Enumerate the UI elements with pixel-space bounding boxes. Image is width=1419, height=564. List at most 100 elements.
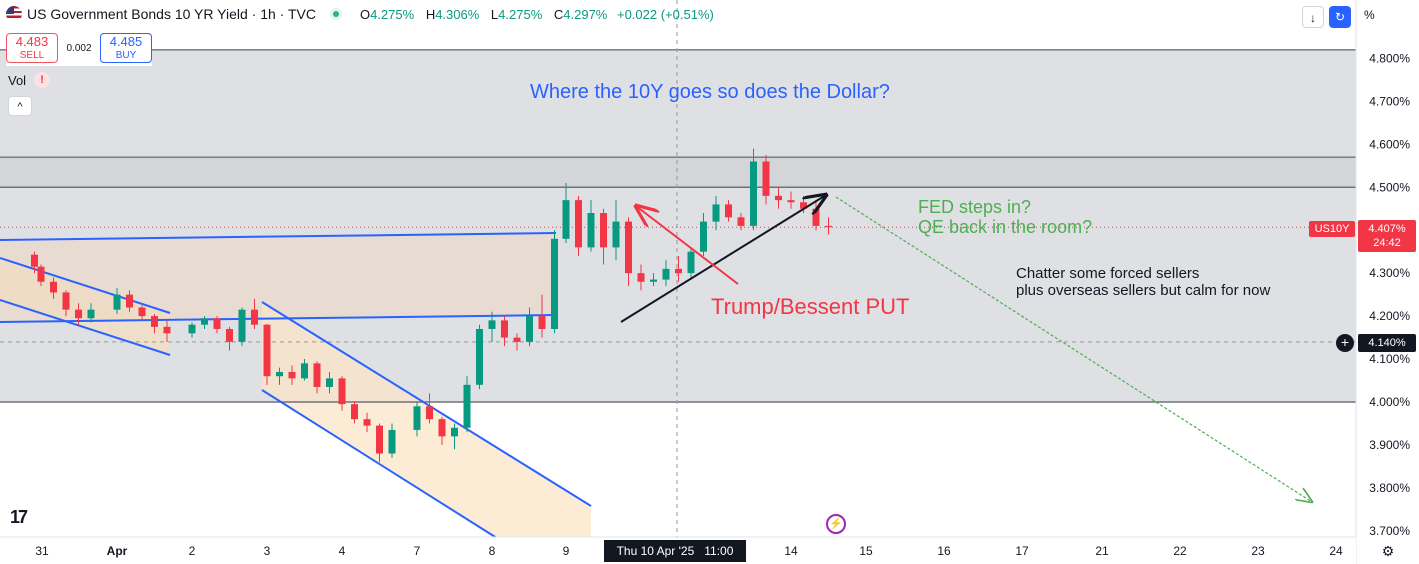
range-upper-line xyxy=(0,232,557,241)
annotation-qe: QE back in the room? xyxy=(918,217,1092,237)
low-value: 4.275% xyxy=(498,6,543,22)
high-label: H xyxy=(425,6,436,22)
candle-body xyxy=(213,318,221,329)
y-tick-label: 4.700% xyxy=(1369,94,1410,108)
candle-body xyxy=(812,208,820,226)
x-tick-label: 22 xyxy=(1173,544,1187,558)
candle-body xyxy=(501,320,508,338)
open-label: O xyxy=(359,6,371,22)
candle-body xyxy=(488,320,496,329)
crosshair-time-label: Thu 10 Apr '25 11:00 xyxy=(604,540,746,562)
candle-body xyxy=(301,363,308,379)
sync-button[interactable]: ↻ xyxy=(1329,6,1351,28)
candle-body xyxy=(363,419,371,426)
range-lower-line xyxy=(0,314,557,323)
percent-scale-toggle[interactable]: % xyxy=(1364,8,1375,22)
candle-body xyxy=(825,225,832,228)
candle-body xyxy=(575,200,582,248)
range-channel-fill xyxy=(0,233,556,322)
add-alert-icon[interactable]: + xyxy=(1336,334,1354,352)
sell-price: 4.483 xyxy=(15,33,49,49)
candle-body xyxy=(263,324,271,377)
open-value: 4.275% xyxy=(370,6,415,22)
x-tick-label: 8 xyxy=(489,544,496,558)
candle-body xyxy=(675,268,682,274)
candle-body xyxy=(750,161,757,226)
candle-body xyxy=(463,384,471,428)
volume-label: Vol xyxy=(8,72,27,88)
candle-body xyxy=(376,425,383,454)
volume-indicator[interactable]: Vol ! xyxy=(8,72,51,88)
candle-body xyxy=(238,309,246,342)
candle-body xyxy=(288,371,296,379)
gear-icon[interactable]: ⚙ xyxy=(1381,543,1395,559)
candle-body xyxy=(612,221,620,248)
close-value: 4.297% xyxy=(563,6,608,22)
candle-body xyxy=(587,213,595,248)
annotation-dollar: Where the 10Y goes so does the Dollar? xyxy=(530,81,890,103)
symbol-title[interactable]: US Government Bonds 10 YR Yield · 1h · T… xyxy=(27,6,316,22)
candle-body xyxy=(351,404,358,420)
candle-body xyxy=(113,294,121,310)
bar-countdown: 24:42 xyxy=(1373,237,1401,249)
candle-body xyxy=(451,427,458,437)
sell-label: SELL xyxy=(19,49,45,61)
us-flag-icon xyxy=(6,6,22,22)
buy-button[interactable]: 4.485 BUY xyxy=(100,33,152,63)
candle-body xyxy=(201,318,208,325)
close-label: C xyxy=(553,6,564,22)
tradingview-logo: 17 xyxy=(10,507,28,527)
put-arrow xyxy=(636,206,739,285)
x-tick-label: 24 xyxy=(1329,544,1343,558)
x-tick-label: 23 xyxy=(1251,544,1265,558)
candle-body xyxy=(526,316,533,342)
y-tick-label: 4.200% xyxy=(1369,309,1410,323)
down-channel-fill xyxy=(262,302,591,537)
y-tick-label: 3.900% xyxy=(1369,438,1410,452)
market-open-icon xyxy=(329,8,342,20)
candle-body xyxy=(712,204,720,222)
candle-body xyxy=(313,363,321,387)
candle-body xyxy=(687,251,695,274)
x-tick-label: 7 xyxy=(414,544,421,558)
symbol-price-label: US10Y xyxy=(1309,221,1355,237)
x-tick-label: 14 xyxy=(784,544,798,558)
x-tick-label: 15 xyxy=(859,544,873,558)
last-price-label: 4.407% 24:42 xyxy=(1358,220,1416,252)
annotation-chatter: Chatter some forced sellers xyxy=(1016,265,1199,282)
channel-upper-left xyxy=(0,257,171,314)
x-tick-label: 21 xyxy=(1095,544,1109,558)
collapse-legend-button[interactable]: ^ xyxy=(8,96,32,116)
y-tick-label: 4.800% xyxy=(1369,51,1410,65)
spread-value: 0.002 xyxy=(66,42,92,54)
annotation-put: Trump/Bessent PUT xyxy=(711,294,909,319)
candle-body xyxy=(700,221,707,252)
candle-body xyxy=(650,279,657,282)
x-tick-label: 4 xyxy=(339,544,346,558)
lightning-icon[interactable]: ⚡ xyxy=(826,514,846,534)
annotation-overseas: plus overseas sellers but calm for now xyxy=(1016,282,1270,299)
candle-body xyxy=(251,309,258,325)
y-tick-label: 4.100% xyxy=(1369,352,1410,366)
candle-body xyxy=(226,328,233,342)
y-tick-label: 4.300% xyxy=(1369,266,1410,280)
high-value: 4.306% xyxy=(435,6,480,22)
y-tick-label: 4.600% xyxy=(1369,137,1410,151)
candle-body xyxy=(513,337,521,342)
candle-body xyxy=(163,326,171,334)
candle-body xyxy=(538,316,546,329)
candle-body xyxy=(388,429,396,454)
annotation-fed: FED steps in? xyxy=(918,197,1031,217)
sell-button[interactable]: 4.483 SELL xyxy=(6,33,58,63)
y-tick-label: 3.700% xyxy=(1369,524,1410,538)
candle-body xyxy=(551,238,558,329)
candle-body xyxy=(662,268,670,280)
trade-panel: 4.483 SELL 0.002 4.485 BUY xyxy=(6,30,152,66)
candle-body xyxy=(87,309,95,319)
crosshair-price-label: 4.140% xyxy=(1358,334,1416,352)
candle-body xyxy=(762,161,770,196)
y-tick-label: 4.500% xyxy=(1369,180,1410,194)
warning-icon[interactable]: ! xyxy=(34,72,51,88)
down-arrow-button[interactable]: ↓ xyxy=(1302,6,1324,28)
